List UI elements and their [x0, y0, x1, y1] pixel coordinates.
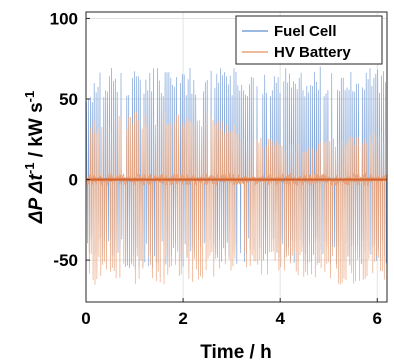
axis-ticks: 0 2 4 6 -50 0 50 100	[50, 9, 382, 328]
legend-label-fuel-cell: Fuel Cell	[274, 23, 337, 40]
x-tick-label: 6	[373, 309, 382, 328]
y-axis-label-unit-exponent: -1	[22, 91, 37, 103]
legend-box	[235, 15, 383, 65]
x-tick-label: 0	[81, 309, 90, 328]
y-axis-label-delta-p: ΔP Δ	[26, 180, 47, 224]
zero-band-line	[86, 172, 387, 187]
legend-label-hv-battery: HV Battery	[274, 44, 351, 61]
x-tick-label: 2	[178, 309, 187, 328]
y-tick-label: -50	[53, 251, 78, 270]
zero-band	[86, 172, 387, 187]
y-tick-label: 0	[69, 171, 78, 190]
y-axis-label-t: t	[26, 173, 47, 180]
y-axis-label-exponent: -1	[22, 163, 37, 175]
y-axis-label: ΔP Δt-1 / kW s-1	[22, 91, 47, 224]
y-tick-label: 100	[50, 9, 78, 28]
x-tick-label: 4	[275, 309, 285, 328]
plot-frame	[85, 11, 388, 303]
legend: Fuel Cell HV Battery	[235, 15, 383, 65]
y-axis-label-unit: / kW s	[26, 102, 47, 162]
y-tick-label: 50	[59, 90, 78, 109]
series-layer	[86, 66, 387, 285]
x-axis-label: Time / h	[200, 342, 271, 361]
